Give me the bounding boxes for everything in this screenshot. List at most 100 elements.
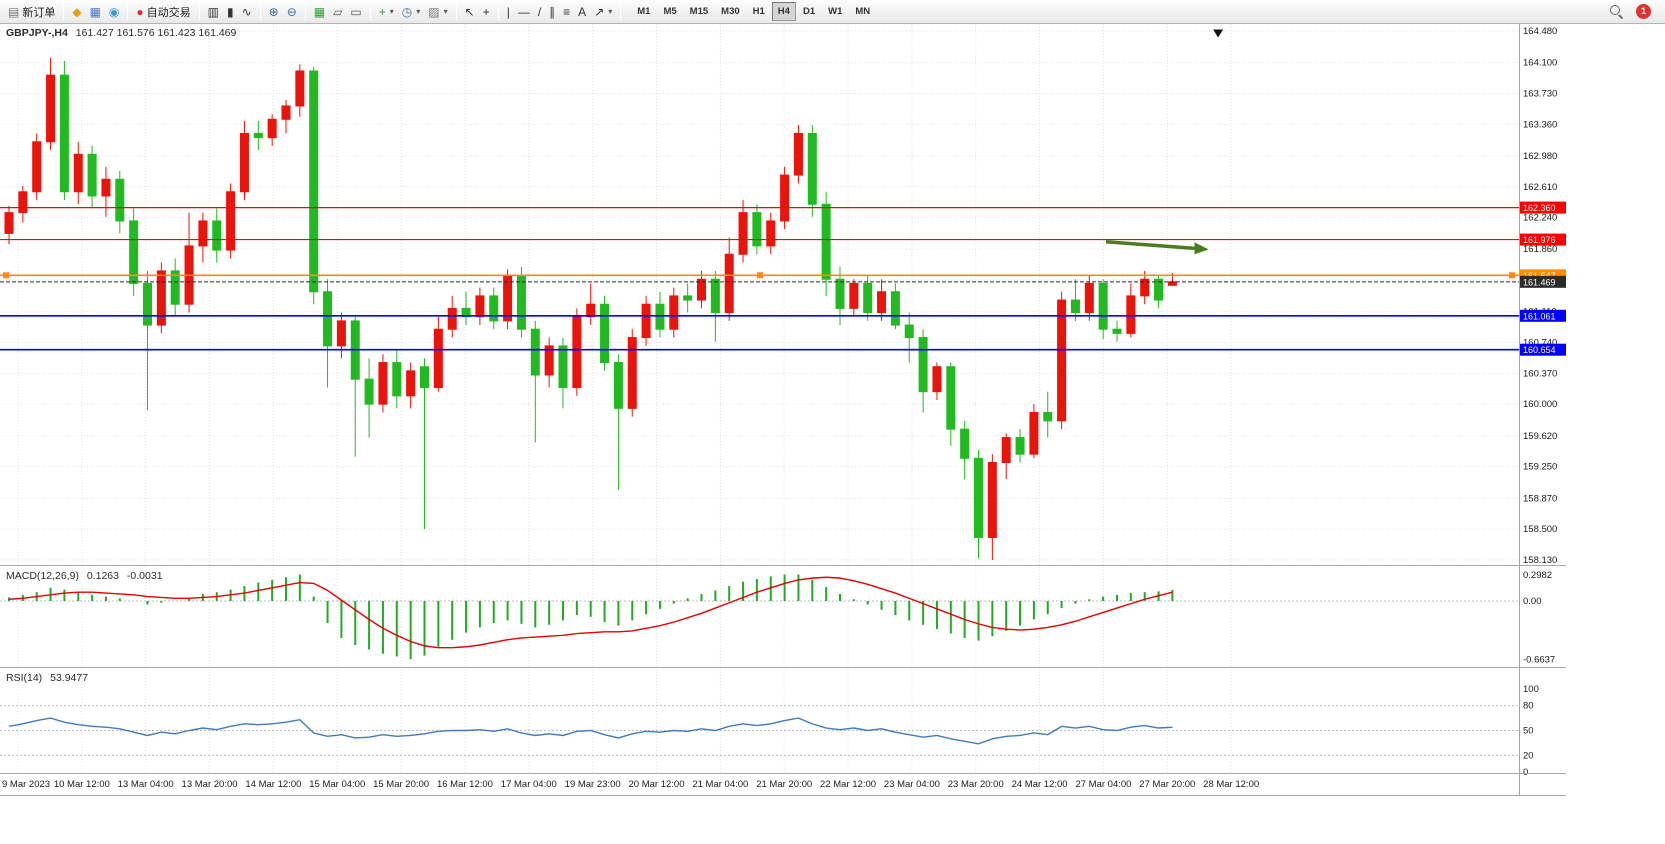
time-label: 22 Mar 12:00 <box>820 779 876 790</box>
rsi-axis-label: 100 <box>1523 684 1539 695</box>
vline-button[interactable]: | <box>503 2 514 22</box>
candle-body <box>170 270 180 305</box>
data-window-button[interactable]: ▦ <box>86 2 105 22</box>
candle-chart-button[interactable]: ▮ <box>223 2 238 22</box>
text-button[interactable]: A <box>574 2 590 22</box>
time-label: 9 Mar 2023 <box>2 779 50 790</box>
down-triangle-marker[interactable] <box>1213 29 1224 38</box>
candle-body <box>960 428 970 459</box>
toolbar-separator <box>455 3 457 20</box>
price-badge-text: 162.360 <box>1523 203 1556 213</box>
templates-button[interactable]: ▨ ▾ <box>424 2 451 22</box>
timeframe-w1[interactable]: W1 <box>828 6 843 17</box>
macd-axis-label: 0.00 <box>1523 596 1542 607</box>
time-label: 21 Mar 04:00 <box>692 779 748 790</box>
price-tick-label: 164.100 <box>1523 58 1557 69</box>
text-icon: A <box>578 4 587 19</box>
crosshair-button[interactable]: + <box>479 2 494 22</box>
market-watch-button[interactable]: ◆ <box>68 2 85 22</box>
time-label: 19 Mar 23:00 <box>565 779 621 790</box>
candle-body <box>129 220 139 284</box>
candle-body <box>239 132 249 193</box>
macd-header: MACD(12,26,9) 0.1263 -0.0031 <box>6 570 168 582</box>
trendline-button[interactable]: / <box>534 2 545 22</box>
dropdown-caret-icon: ▾ <box>416 7 421 16</box>
autotrade-button[interactable]: ● 自动交易 <box>132 2 194 22</box>
channel-button[interactable]: ∥ <box>545 2 559 22</box>
candle-body <box>530 328 540 376</box>
time-label: 28 Mar 12:00 <box>1203 779 1259 790</box>
timeframe-m1[interactable]: M1 <box>637 6 651 17</box>
price-tick-label: 160.370 <box>1523 368 1557 379</box>
arrows-icon: ↗ <box>594 4 605 19</box>
candle-body <box>738 212 748 255</box>
bar-chart-button[interactable]: ▥ <box>204 2 223 22</box>
price-badge-text: 161.976 <box>1523 235 1556 245</box>
macd-main-value: 0.1263 <box>86 570 119 582</box>
hline-handle[interactable] <box>1509 272 1515 279</box>
rsi-value: 53.9477 <box>50 672 89 684</box>
fibonacci-button[interactable]: ≡ <box>559 2 574 22</box>
timeframe-h1[interactable]: H1 <box>752 6 765 17</box>
rsi-line <box>8 717 1173 745</box>
navigator-icon: ◉ <box>108 4 120 19</box>
timeframe-m30[interactable]: M30 <box>721 6 740 17</box>
hline-handle[interactable] <box>757 272 763 279</box>
search-icon[interactable] <box>1609 4 1624 19</box>
timeframe-mn[interactable]: MN <box>855 6 871 17</box>
candle-body <box>364 378 374 405</box>
macd-label: MACD(12,26,9) <box>6 570 79 582</box>
navigator-button[interactable]: ◉ <box>105 2 123 22</box>
candle-body <box>295 70 305 107</box>
rsi-axis-label: 20 <box>1523 750 1534 761</box>
candle-body <box>863 282 873 314</box>
notification-badge[interactable]: 1 <box>1636 4 1651 19</box>
timeframe-m5[interactable]: M5 <box>663 6 677 17</box>
time-label: 16 Mar 12:00 <box>437 779 493 790</box>
tile-windows-button[interactable]: ▦ <box>310 2 329 22</box>
timeframe-m15[interactable]: M15 <box>689 6 709 17</box>
time-label: 23 Mar 04:00 <box>884 779 940 790</box>
candle-body <box>101 178 111 197</box>
bar-chart-icon: ▥ <box>207 4 219 19</box>
candle-body <box>918 337 928 393</box>
candle-body <box>378 362 388 405</box>
timeframe-h4[interactable]: H4 <box>771 2 796 21</box>
chart-ohlc: 161.427 161.576 161.423 161.469 <box>75 27 237 39</box>
candle-body <box>309 70 319 293</box>
cascade-windows-button[interactable]: ▱ <box>329 2 346 22</box>
periods-button[interactable]: ◷ ▾ <box>398 2 425 22</box>
candle-body <box>558 345 568 389</box>
arrows-button[interactable]: ↗ ▾ <box>590 2 616 22</box>
price-tick-label: 158.130 <box>1523 555 1557 566</box>
candle-body <box>475 295 485 318</box>
macd-signal-value: -0.0031 <box>126 570 163 582</box>
templates-icon: ▨ <box>428 4 440 19</box>
candle-body <box>267 118 277 139</box>
price-tick-label: 163.360 <box>1523 119 1557 130</box>
timeframe-d1[interactable]: D1 <box>802 6 816 17</box>
candle-body <box>4 212 14 234</box>
trend-arrow-head[interactable] <box>1194 242 1209 255</box>
candle-body <box>974 457 983 538</box>
zoom-out-button[interactable]: ⊖ <box>283 2 301 22</box>
hline-handle[interactable] <box>3 272 9 279</box>
rsi-axis-label: 80 <box>1523 701 1534 712</box>
price-tick-label: 159.250 <box>1523 462 1557 473</box>
candle-body <box>1001 437 1011 463</box>
toolbar-separator <box>497 3 499 20</box>
hline-button[interactable]: — <box>514 2 534 22</box>
price-tick-label: 162.980 <box>1523 151 1557 162</box>
indicators-button[interactable]: + ▾ <box>375 2 398 22</box>
new-order-button[interactable]: ▤ 新订单 <box>4 2 59 22</box>
line-chart-button[interactable]: ∿ <box>238 2 256 22</box>
vline-icon: | <box>506 4 510 19</box>
trend-arrow-annotation[interactable] <box>1105 240 1195 251</box>
cursor-button[interactable]: ↖ <box>461 2 479 22</box>
candle-body <box>32 141 42 193</box>
candle-body <box>516 274 526 330</box>
zoom-in-button[interactable]: ⊕ <box>265 2 283 22</box>
arrange-windows-button[interactable]: ▭ <box>346 2 365 22</box>
